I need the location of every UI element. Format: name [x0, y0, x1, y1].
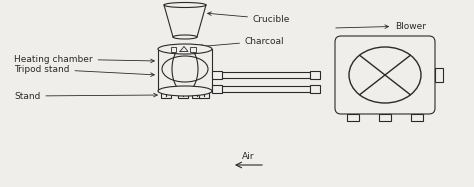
Text: Stand: Stand — [14, 91, 157, 100]
Text: Crucible: Crucible — [208, 12, 291, 24]
Bar — [347, 114, 359, 121]
Bar — [435, 68, 443, 82]
Bar — [212, 85, 222, 93]
Text: Heating chamber: Heating chamber — [14, 54, 155, 64]
Bar — [158, 49, 212, 91]
Bar — [310, 85, 320, 93]
Bar — [212, 71, 222, 79]
Bar — [310, 71, 320, 79]
Bar — [192, 91, 202, 98]
Bar — [178, 91, 188, 98]
Bar — [379, 114, 391, 121]
Ellipse shape — [164, 2, 206, 7]
Text: Charcoal: Charcoal — [199, 36, 284, 48]
Text: Tripod stand: Tripod stand — [14, 65, 155, 76]
Ellipse shape — [158, 86, 212, 96]
Bar — [190, 47, 196, 51]
Ellipse shape — [158, 44, 212, 54]
Bar — [411, 114, 423, 121]
Ellipse shape — [173, 35, 197, 39]
Text: Air: Air — [242, 152, 255, 161]
Text: Blower: Blower — [336, 22, 426, 30]
Bar — [171, 47, 176, 51]
Bar — [199, 91, 209, 98]
Bar — [161, 91, 171, 98]
FancyBboxPatch shape — [335, 36, 435, 114]
